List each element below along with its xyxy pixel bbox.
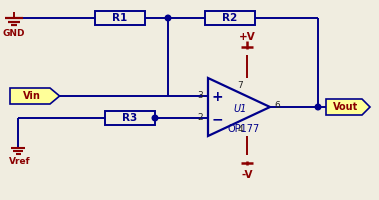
- Text: Vin: Vin: [23, 91, 41, 101]
- FancyBboxPatch shape: [205, 11, 255, 25]
- Text: 3: 3: [197, 90, 203, 99]
- Polygon shape: [326, 99, 370, 115]
- Text: −: −: [211, 112, 223, 126]
- Text: 7: 7: [237, 82, 243, 90]
- Text: R3: R3: [122, 113, 138, 123]
- Text: 6: 6: [274, 102, 280, 110]
- Circle shape: [165, 15, 171, 21]
- Text: GND: GND: [3, 29, 25, 38]
- Circle shape: [152, 115, 158, 121]
- Text: 4: 4: [237, 126, 243, 134]
- Text: R1: R1: [113, 13, 128, 23]
- FancyBboxPatch shape: [95, 11, 145, 25]
- Text: U1: U1: [233, 104, 247, 114]
- Text: 2: 2: [197, 112, 203, 121]
- Text: OP177: OP177: [228, 124, 260, 134]
- FancyBboxPatch shape: [105, 111, 155, 125]
- Text: R2: R2: [222, 13, 238, 23]
- Text: Vref: Vref: [9, 158, 31, 166]
- Circle shape: [315, 104, 321, 110]
- Text: +V: +V: [239, 32, 255, 42]
- Text: +: +: [211, 90, 223, 104]
- Text: Vout: Vout: [334, 102, 359, 112]
- Text: -V: -V: [241, 170, 253, 180]
- Polygon shape: [10, 88, 60, 104]
